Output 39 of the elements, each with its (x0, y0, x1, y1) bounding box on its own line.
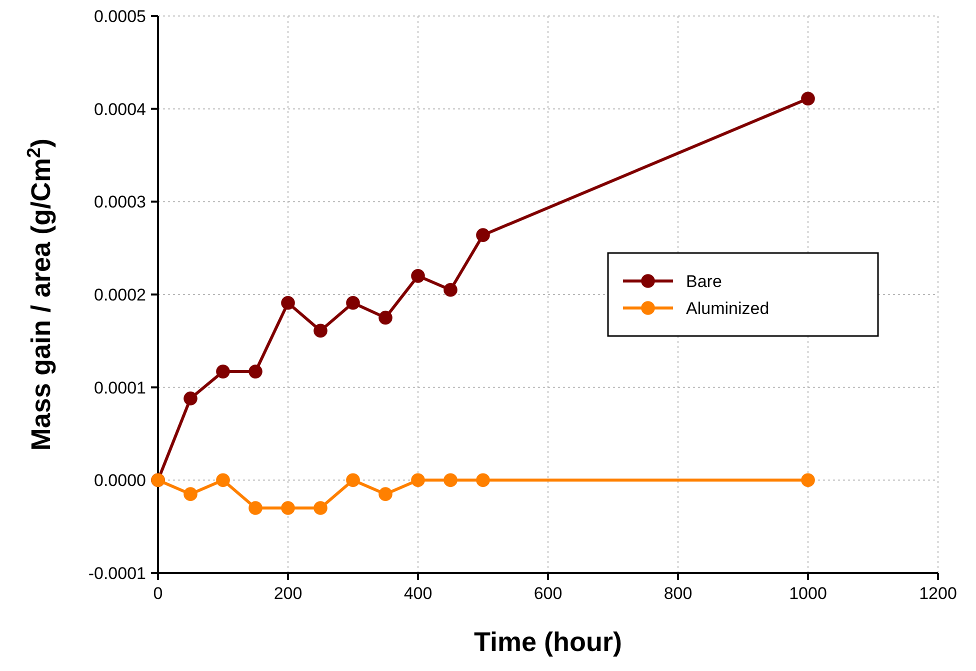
point (444, 473, 458, 488)
legend-label: Bare (686, 272, 722, 291)
point (216, 364, 230, 378)
point (184, 392, 198, 406)
point (216, 473, 230, 488)
point (281, 501, 295, 515)
point (378, 487, 392, 501)
point (248, 364, 262, 378)
point (411, 269, 425, 283)
point (444, 282, 458, 297)
point (801, 473, 815, 488)
x-tick-label: 1200 (919, 584, 957, 603)
point (378, 310, 392, 325)
point (411, 473, 425, 488)
point (314, 501, 328, 515)
x-tick-label: 800 (664, 584, 692, 603)
y-tick-label: 0.0001 (94, 378, 146, 398)
point (281, 296, 295, 310)
x-axis-title: Time (hour) (474, 627, 622, 657)
y-tick-label: 0.0003 (94, 192, 146, 212)
point (248, 501, 262, 515)
point (346, 296, 360, 310)
point (346, 473, 360, 488)
x-tick-label: 600 (534, 584, 562, 603)
x-tick-label: 200 (274, 584, 302, 603)
x-tick-label: 1000 (789, 584, 827, 603)
y-tick-label: 0.0002 (94, 286, 146, 304)
point (314, 324, 328, 338)
y-tick-label: 0.0000 (94, 471, 146, 490)
point (476, 473, 490, 488)
y-tick-label: 0.0005 (94, 7, 146, 26)
legend-label: Aluminized (686, 299, 770, 318)
x-tick-label: 0 (153, 584, 163, 603)
point (476, 228, 490, 242)
y-tick-label: -0.0001 (88, 564, 146, 583)
point (184, 487, 198, 501)
x-tick-label: 400 (404, 584, 432, 603)
point (801, 92, 815, 106)
y-tick-label: 0.0004 (94, 100, 146, 119)
